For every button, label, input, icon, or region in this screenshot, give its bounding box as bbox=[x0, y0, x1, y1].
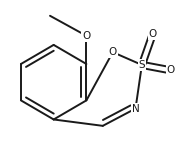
Text: S: S bbox=[139, 60, 145, 70]
Text: O: O bbox=[109, 47, 117, 57]
Text: N: N bbox=[132, 104, 139, 114]
Text: O: O bbox=[167, 65, 175, 75]
Text: O: O bbox=[149, 29, 157, 39]
Text: O: O bbox=[82, 31, 91, 41]
